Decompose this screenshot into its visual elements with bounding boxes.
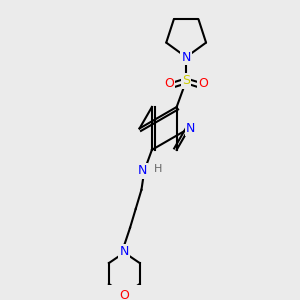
Text: S: S [182,74,190,87]
Text: N: N [138,164,147,177]
Text: H: H [153,164,162,174]
Text: N: N [186,122,196,135]
Text: O: O [198,77,208,90]
Text: N: N [182,51,191,64]
Text: N: N [120,245,129,258]
Text: O: O [119,289,129,300]
Text: O: O [164,77,174,90]
